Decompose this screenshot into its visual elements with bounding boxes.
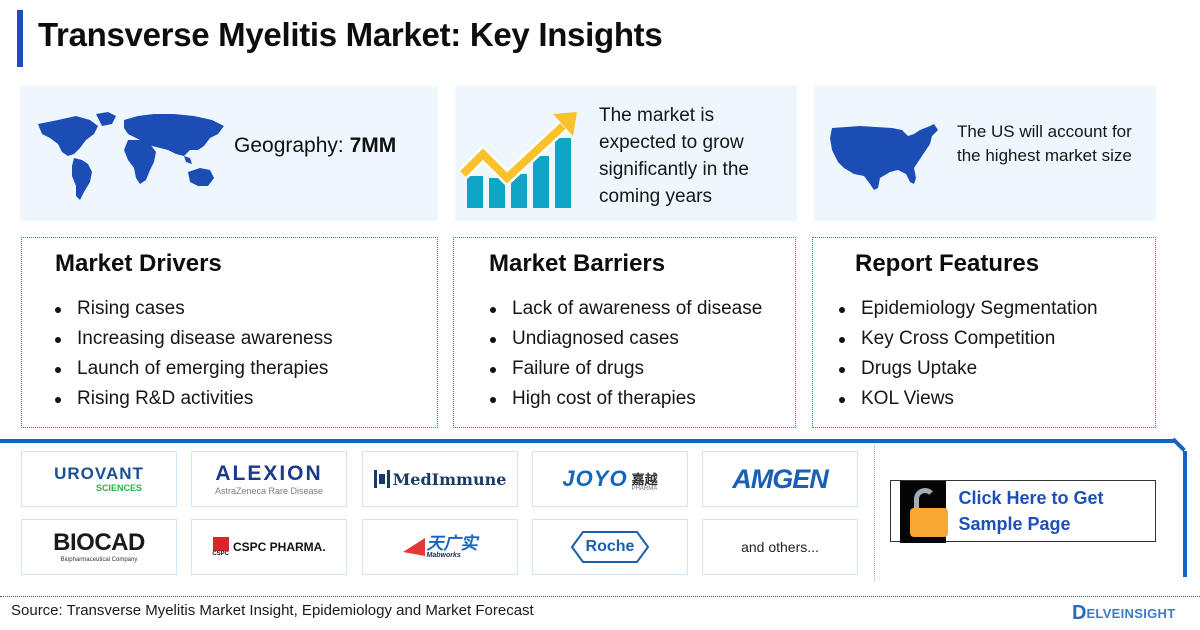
medimmune-mark-icon [373, 470, 390, 488]
market-barriers-box: Market Barriers Lack of awareness of dis… [453, 237, 796, 428]
list-item: High cost of therapies [490, 384, 762, 414]
market-drivers-list: Rising cases Increasing disease awarenes… [55, 294, 333, 414]
page-title: Transverse Myelitis Market: Key Insights [38, 16, 663, 53]
list-item: Rising cases [55, 294, 333, 324]
growth-card: The market is expected to grow significa… [455, 86, 797, 221]
list-item: Lack of awareness of disease [490, 294, 762, 324]
us-map-icon [830, 124, 938, 190]
list-item: Failure of drugs [490, 354, 762, 384]
title-accent-bar [17, 10, 23, 67]
growth-text: The market is expected to grow significa… [599, 105, 749, 207]
market-barriers-title: Market Barriers [489, 250, 666, 277]
amgen-name: AMGEN [732, 463, 828, 494]
get-sample-page-button[interactable]: Click Here to Get Sample Page [890, 480, 1156, 543]
unlock-icon [900, 481, 948, 543]
cspc-mark-icon: CSPC [212, 537, 229, 557]
market-drivers-box: Market Drivers Rising cases Increasing d… [21, 237, 438, 428]
report-features-box: Report Features Epidemiology Segmentatio… [812, 237, 1156, 428]
brand-initial: D [1072, 602, 1087, 624]
list-item: Epidemiology Segmentation [839, 294, 1098, 324]
footer-divider [0, 596, 1200, 597]
list-item: Undiagnosed cases [490, 324, 762, 354]
frame-corner [1171, 437, 1186, 452]
cspc-mark-text: CSPC [212, 551, 229, 557]
roche-name: Roche [585, 538, 635, 555]
urovant-name: UROVANT [54, 464, 144, 483]
geography-value: 7MM [349, 134, 397, 157]
list-item: Rising R&D activities [55, 384, 333, 414]
market-barriers-list: Lack of awareness of disease Undiagnosed… [490, 294, 762, 414]
us-text: The US will account for the highest mark… [957, 122, 1132, 165]
list-item: KOL Views [839, 384, 1098, 414]
logo-alexion: ALEXION AstraZeneca Rare Disease [191, 451, 347, 507]
logo-cspc: CSPC CSPC PHARMA. [191, 519, 347, 575]
logo-others: and others... [702, 519, 858, 575]
logo-roche: Roche [532, 519, 688, 575]
growth-chart-icon [459, 112, 577, 208]
frame-right-border [1183, 451, 1187, 577]
report-features-list: Epidemiology Segmentation Key Cross Comp… [839, 294, 1098, 414]
market-drivers-title: Market Drivers [55, 250, 222, 277]
sample-button-label: Click Here to Get Sample Page [958, 488, 1104, 534]
geography-text: Geography: 7MM [234, 134, 396, 158]
alexion-name: ALEXION [215, 461, 323, 485]
logo-amgen: AMGEN [702, 451, 858, 507]
delveinsight-logo: D ELVEINSIGHT [1072, 603, 1175, 623]
biocad-subtitle: Biopharmaceutical Company [60, 557, 138, 563]
mabworks-flame-icon [402, 538, 425, 556]
list-item: Increasing disease awareness [55, 324, 333, 354]
vertical-divider [874, 445, 875, 580]
report-features-title: Report Features [855, 250, 1040, 277]
roche-hexagon-icon [571, 531, 649, 563]
logo-mabworks: 天广实 Mabworks [362, 519, 518, 575]
joyo-name: JOYO [562, 466, 628, 491]
list-item: Launch of emerging therapies [55, 354, 333, 384]
cspc-name: CSPC PHARMA. [233, 540, 326, 554]
brand-name: ELVEINSIGHT [1086, 605, 1176, 621]
medimmune-name: MedImmune [392, 469, 507, 489]
alexion-subtitle: AstraZeneca Rare Disease [214, 485, 324, 496]
joyo-chinese-name: 嘉越 [631, 472, 658, 487]
logo-medimmune: MedImmune [362, 451, 518, 507]
urovant-subtitle: SCIENCES [95, 483, 142, 493]
section-divider [0, 439, 1175, 443]
us-market-card: The US will account for the highest mark… [814, 86, 1156, 221]
mabworks-chinese-name: 天广实 [426, 534, 478, 553]
joyo-subtitle: PHARMA [631, 486, 658, 492]
others-text: and others... [741, 539, 819, 555]
world-map-icon [38, 112, 224, 200]
list-item: Drugs Uptake [839, 354, 1098, 384]
list-item: Key Cross Competition [839, 324, 1098, 354]
logo-biocad: BIOCAD Biopharmaceutical Company [21, 519, 177, 575]
biocad-name: BIOCAD [53, 529, 145, 556]
mabworks-name: Mabworks [426, 552, 461, 559]
logo-joyo: JOYO 嘉越 PHARMA [532, 451, 688, 507]
logo-urovant: UROVANT SCIENCES [21, 451, 177, 507]
geography-label: Geography: [234, 134, 350, 157]
geography-card: Geography: 7MM [20, 86, 438, 221]
source-text: Source: Transverse Myelitis Market Insig… [11, 602, 534, 619]
